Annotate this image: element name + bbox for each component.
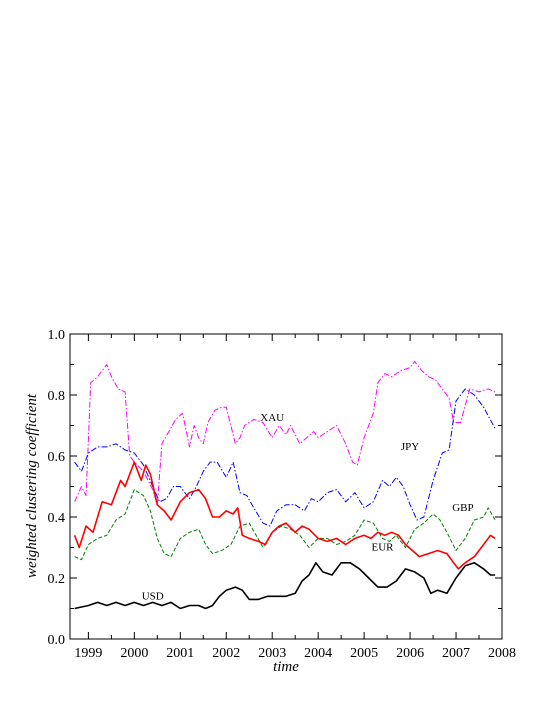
x-tick-label: 2002 <box>212 646 240 661</box>
y-tick-label: 1.0 <box>48 328 66 343</box>
y-tick-label: 0.8 <box>48 389 66 404</box>
series-line-gbp <box>74 489 496 561</box>
axis-ticks <box>70 333 503 640</box>
series-line-usd <box>74 561 496 610</box>
series-label-xau: XAU <box>260 412 284 424</box>
x-tick-label: 2003 <box>258 646 286 661</box>
y-axis-title: weighted clustering coefficient <box>24 393 40 578</box>
y-tick-label: 0.4 <box>48 511 66 526</box>
series-label-jpy: JPY <box>401 441 419 453</box>
series-labels: XAU JPY GBP EUR USD <box>142 412 474 602</box>
plot-frame <box>69 333 503 640</box>
series-line-eur <box>73 461 496 570</box>
x-axis-title: time <box>273 659 299 675</box>
x-tick-label: 1999 <box>74 646 102 661</box>
x-tick-label: 2005 <box>350 646 378 661</box>
x-tick-label: 2006 <box>396 646 424 661</box>
x-tick-label: 2001 <box>166 646 194 661</box>
series-lines <box>73 360 496 610</box>
series-label-gbp: GBP <box>452 502 473 514</box>
series-label-eur: EUR <box>372 542 395 554</box>
x-tick-label: 2004 <box>304 646 332 661</box>
y-tick-label: 0.6 <box>48 450 66 465</box>
tick-labels: 1999 2000 2001 2002 2003 2004 2005 2006 2007 2008… <box>48 328 517 661</box>
x-tick-label: 2000 <box>120 646 148 661</box>
series-label-usd: USD <box>142 590 164 602</box>
series-line-jpy <box>74 388 496 527</box>
x-tick-label: 2008 <box>488 646 516 661</box>
y-tick-label: 0.0 <box>48 633 66 648</box>
x-tick-label: 2007 <box>442 646 470 661</box>
y-tick-label: 0.2 <box>48 572 66 587</box>
